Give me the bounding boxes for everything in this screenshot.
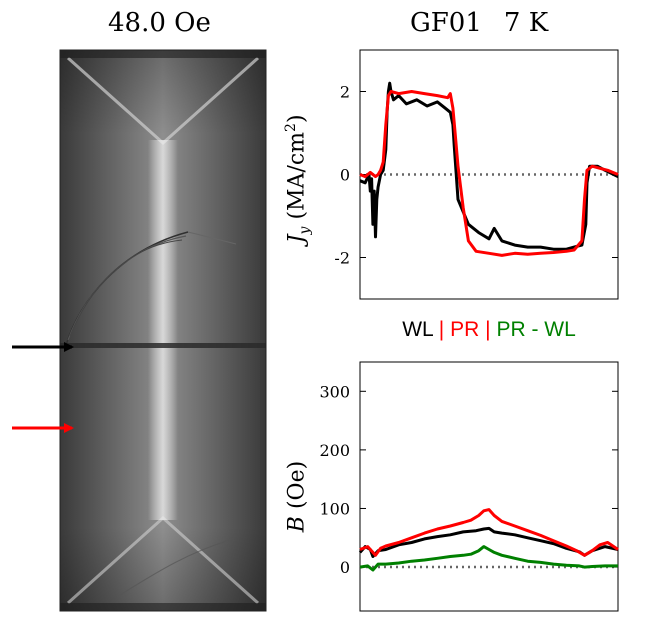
series-line-wl	[359, 81, 619, 251]
legend-diff: PR - WL	[496, 318, 576, 341]
top-edge	[60, 50, 266, 58]
temperature-label: 7 K	[503, 8, 549, 38]
field-profile-chart: 300 200 100 0	[319, 361, 619, 612]
legend-separator: |	[485, 318, 491, 341]
chart-header: GF01 7 K	[410, 8, 548, 38]
current-density-chart: 2 0 -2	[334, 49, 619, 300]
plot-area	[359, 361, 619, 612]
legend-separator: |	[438, 318, 445, 341]
series-line-pr	[359, 508, 619, 557]
y-tick-label: 200	[319, 441, 350, 460]
plot-area	[359, 49, 619, 300]
y-tick-label: 2	[340, 83, 350, 102]
y-tick-label: -2	[334, 249, 350, 268]
image-frame	[59, 49, 267, 612]
magneto-optical-image	[59, 49, 267, 612]
legend: WL | PR | PR - WL	[360, 318, 618, 342]
central-ridge	[148, 140, 178, 520]
y-tick-label: 0	[340, 558, 350, 577]
image-title: 48.0 Oe	[108, 8, 211, 38]
legend-pr: PR	[450, 318, 480, 341]
y-tick-label: 300	[319, 382, 350, 401]
sample-label: GF01	[410, 8, 482, 38]
y-tick-label: 100	[319, 499, 350, 518]
y-tick-label: 0	[340, 166, 350, 185]
defect-curve-4	[187, 231, 237, 245]
defect-curve-3	[69, 239, 183, 337]
series-line-pr	[359, 90, 619, 257]
y-axis-label-current: Jy (MA/cm2)	[283, 114, 313, 244]
y-axis-label-field: B (Oe)	[284, 460, 310, 533]
bottom-edge	[60, 603, 266, 611]
dark-crack-line	[60, 343, 266, 348]
series-line-pr-wl	[359, 545, 618, 572]
legend-wl: WL	[402, 318, 433, 341]
defect-curve-5	[119, 539, 231, 596]
